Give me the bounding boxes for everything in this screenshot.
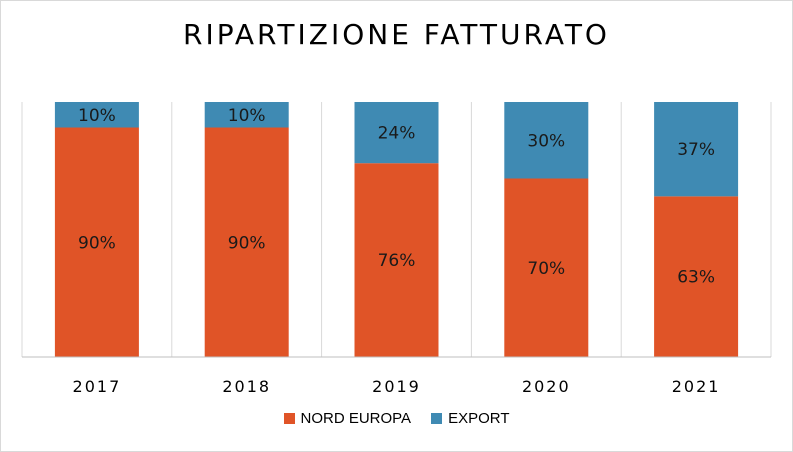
x-tick-label-2019: 2019 (372, 377, 421, 396)
chart-title: RIPARTIZIONE FATTURATO (183, 18, 610, 51)
bar-export-2019 (354, 102, 439, 164)
legend-swatch-export (431, 413, 443, 424)
bar-export-2020 (504, 102, 589, 179)
data-label-nord-europa-2020: 70% (527, 259, 565, 279)
data-label-export-2020: 30% (527, 131, 565, 151)
data-label-nord-europa-2017: 90% (78, 233, 116, 253)
x-tick-label-2020: 2020 (522, 377, 571, 396)
legend-label-export: EXPORT (448, 410, 510, 427)
x-tick-label-2017: 2017 (73, 377, 122, 396)
bar-nord-europa-2020 (504, 178, 589, 357)
bar-nord-europa-2021 (654, 196, 739, 357)
legend-swatch-nord-europa (283, 413, 295, 424)
data-label-nord-europa-2021: 63% (677, 268, 715, 288)
bar-nord-europa-2018 (204, 127, 289, 357)
legend-label-nord-europa: NORD EUROPA (300, 410, 412, 427)
bar-nord-europa-2019 (354, 163, 439, 357)
legend: NORD EUROPA EXPORT (0, 410, 793, 427)
bar-export-2017 (54, 102, 139, 128)
x-tick-label-2018: 2018 (222, 377, 271, 396)
data-label-export-2019: 24% (378, 124, 416, 144)
legend-item-nord-europa: NORD EUROPA (283, 410, 412, 427)
data-label-export-2017: 10% (78, 106, 116, 126)
data-label-export-2018: 10% (228, 106, 266, 126)
legend-item-export: EXPORT (431, 410, 509, 427)
data-label-nord-europa-2019: 76% (378, 251, 416, 271)
x-tick-label-2021: 2021 (672, 377, 721, 396)
bar-export-2021 (654, 102, 739, 197)
bar-nord-europa-2017 (54, 127, 139, 357)
bar-export-2018 (204, 102, 289, 128)
data-label-nord-europa-2018: 90% (228, 233, 266, 253)
data-label-export-2021: 37% (677, 140, 715, 160)
